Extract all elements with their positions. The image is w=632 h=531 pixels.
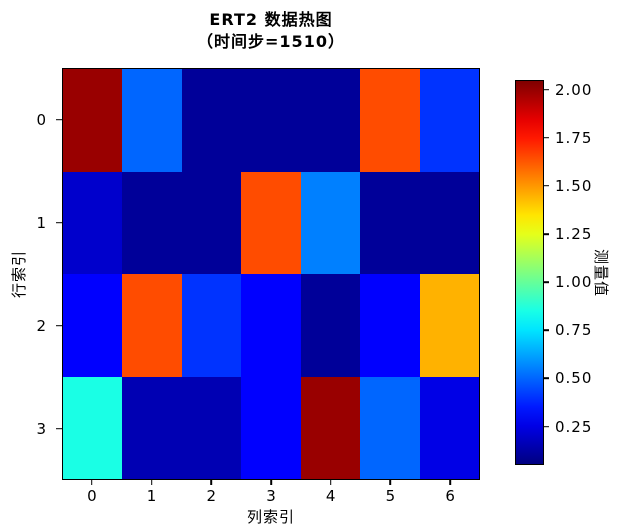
heatmap-cell — [122, 274, 182, 377]
x-tick-label: 0 — [87, 487, 97, 505]
heatmap-cell — [419, 69, 479, 172]
x-tick-label: 5 — [385, 487, 396, 505]
heatmap-cell — [419, 274, 479, 377]
colorbar-tick-mark — [544, 377, 549, 380]
y-axis-label: 行索引 — [10, 250, 28, 299]
x-tick-mark — [329, 480, 332, 485]
heatmap-cell — [360, 274, 420, 377]
colorbar-tick-mark — [544, 329, 549, 332]
x-tick-mark — [210, 480, 213, 485]
y-tick-label: 3 — [36, 419, 46, 438]
heatmap-cell — [181, 69, 242, 172]
x-axis-ticks: 0 1 2 3 4 5 6 — [62, 480, 480, 508]
x-tick-label: 3 — [266, 487, 276, 505]
x-tick-mark — [449, 480, 451, 485]
colorbar-tick-label: 1.25 — [555, 225, 593, 243]
heatmap-cell — [122, 69, 182, 172]
y-tick-mark — [56, 324, 62, 327]
x-tick-label: 1 — [146, 487, 157, 505]
heatmap-cell — [360, 171, 420, 274]
heatmap-cell — [181, 274, 242, 377]
y-tick-mark — [56, 221, 62, 224]
colorbar-tick-mark — [544, 281, 549, 283]
x-tick-mark — [389, 480, 392, 485]
y-tick-mark — [56, 118, 62, 121]
heatmap-cell — [241, 69, 301, 172]
heatmap-cell — [360, 69, 420, 172]
heatmap-cell — [419, 376, 479, 479]
colorbar-tick-mark — [544, 185, 549, 187]
colorbar-tick-label: 0.75 — [555, 321, 593, 340]
chart-title: ERT2 数据热图 — [209, 10, 333, 29]
x-tick-mark — [150, 480, 153, 485]
heatmap-cell — [241, 376, 301, 479]
colorbar-tick-label: 1.75 — [555, 128, 593, 147]
colorbar-tick-label: 0.25 — [555, 417, 593, 436]
colorbar-tick-label: 0.50 — [555, 369, 593, 388]
heatmap-cell — [300, 274, 361, 377]
x-tick-label: 4 — [325, 487, 336, 505]
heatmap-cell — [360, 376, 420, 479]
heatmap-cell — [63, 274, 123, 377]
colorbar-tick-label: 1.50 — [555, 176, 593, 195]
heatmap-cell — [241, 274, 301, 377]
x-tick-label: 2 — [206, 487, 217, 505]
heatmap-cell — [241, 171, 301, 274]
heatmap-cell — [122, 171, 182, 274]
colorbar-ticks: 0.25 0.50 0.75 1.00 1.25 1.50 1.75 2.00 — [544, 80, 624, 465]
heatmap-cell — [122, 376, 182, 479]
colorbar-label: 测量值 — [592, 248, 610, 297]
colorbar-tick-label: 2.00 — [555, 80, 593, 99]
heatmap-cell — [63, 69, 123, 172]
colorbar-tick-mark — [544, 233, 549, 235]
heatmap-plot — [62, 68, 480, 480]
heatmap-cell — [300, 171, 361, 274]
y-axis-ticks: 0 1 2 3 — [0, 68, 62, 480]
x-tick-mark — [270, 480, 272, 485]
y-tick-label: 1 — [36, 213, 46, 232]
y-tick-label: 0 — [36, 110, 46, 129]
heatmap-cell — [181, 171, 242, 274]
colorbar-tick-mark — [544, 425, 549, 428]
x-tick-mark — [91, 480, 93, 485]
y-tick-label: 2 — [36, 316, 46, 335]
x-axis-label: 列索引 — [246, 508, 295, 526]
y-tick-mark — [56, 427, 62, 430]
heatmap-cell — [181, 376, 242, 479]
x-tick-label: 6 — [445, 487, 455, 505]
heatmap-cell — [300, 376, 361, 479]
heatmap-cell — [300, 69, 361, 172]
heatmap-cell — [63, 171, 123, 274]
colorbar-tick-label: 1.00 — [555, 273, 593, 292]
colorbar-tick-mark — [544, 88, 549, 91]
colorbar — [515, 80, 544, 465]
heatmap-cell — [419, 171, 479, 274]
chart-subtitle: （时间步=1510） — [197, 32, 345, 51]
colorbar-tick-mark — [544, 136, 549, 139]
heatmap-cell — [63, 376, 123, 479]
